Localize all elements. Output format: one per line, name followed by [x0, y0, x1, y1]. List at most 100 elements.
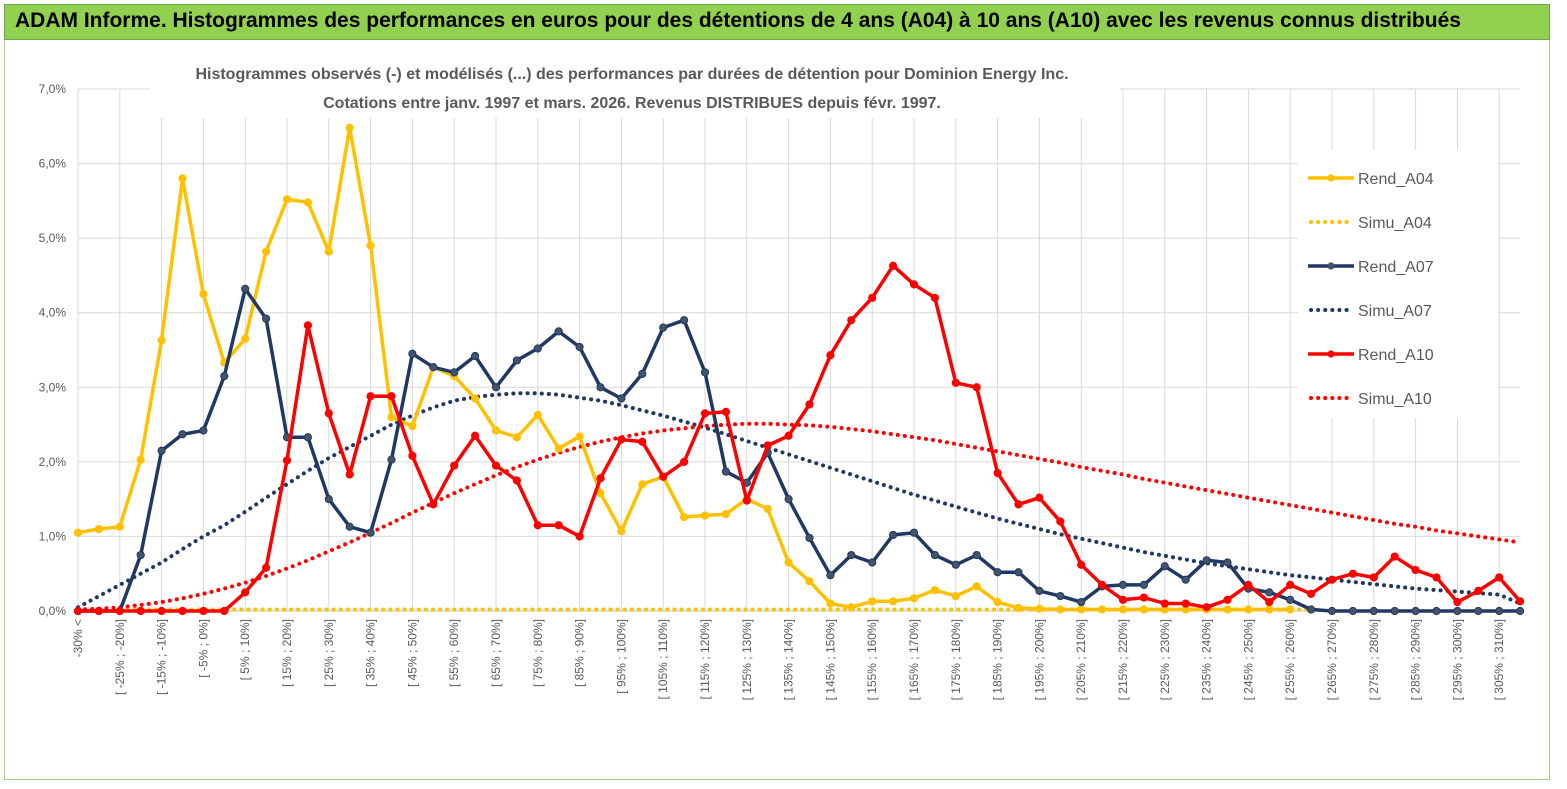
Rend_A04-point	[366, 241, 375, 250]
x-tick-label: [ 35% ; 40%]	[364, 619, 378, 687]
x-tick-label: [ 285% ; 290%]	[1409, 619, 1423, 700]
Rend_A10-point	[868, 293, 877, 302]
Rend_A04-point	[638, 480, 647, 489]
Rend_A07-point	[889, 530, 898, 540]
Rend_A10-point	[471, 431, 480, 440]
Rend_A04-point	[909, 594, 919, 603]
chart-grid	[77, 88, 1521, 612]
Rend_A07-point	[1223, 558, 1232, 567]
Rend_A10-point	[1369, 573, 1378, 582]
Simu_A10-line	[76, 421, 1523, 612]
Rend_A07-point	[178, 430, 187, 439]
Rend_A10-point	[1474, 586, 1483, 595]
Rend_A10-point	[1432, 573, 1441, 582]
chart-title-line-2: Cotations entre janv. 1997 et mars. 2026…	[323, 95, 941, 112]
Rend_A04-point	[721, 509, 731, 519]
Rend_A04-point	[993, 597, 1002, 607]
Rend_A07-point	[241, 284, 250, 293]
Rend_A10-point	[1014, 500, 1023, 509]
Rend_A07-point	[408, 349, 417, 358]
Rend_A10-point	[1348, 569, 1358, 578]
Rend_A04-point	[1035, 604, 1044, 613]
Rend_A10-point	[1035, 493, 1044, 502]
Rend_A10-point	[1202, 603, 1211, 612]
Rend_A10-point	[241, 588, 250, 597]
legend-label: Simu_A04	[1358, 215, 1432, 232]
Rend_A07-point	[1327, 606, 1337, 616]
Rend_A07-point	[220, 372, 229, 381]
Rend_A07-point	[1390, 606, 1399, 616]
Rend_A04-point	[1286, 605, 1295, 614]
Rend_A04-point	[408, 421, 417, 431]
Rend_A07-point	[1516, 606, 1525, 616]
Rend_A04-point	[241, 334, 250, 343]
series-Rend_A04	[73, 123, 1295, 614]
Rend_A07-point	[1265, 588, 1274, 597]
Rend_A04-point	[157, 336, 166, 345]
Rend_A07-point	[1307, 605, 1316, 614]
Rend_A10-point	[596, 474, 605, 483]
Rend_A07-point	[1056, 591, 1065, 601]
Rend_A10-point	[889, 261, 898, 270]
Rend_A10-point	[638, 437, 647, 446]
x-tick-label: [ 215% ; 220%]	[1116, 619, 1130, 700]
Rend_A04-point	[533, 410, 542, 419]
Rend_A10-point	[575, 532, 584, 541]
Rend_A10-point	[1244, 580, 1253, 590]
Rend_A07-point	[847, 550, 856, 560]
Rend_A04-point	[136, 455, 145, 464]
Rend_A10-point	[303, 321, 312, 330]
legend-item-Simu_A04: Simu_A04	[1309, 215, 1432, 232]
Rend_A07-point	[617, 394, 626, 403]
Rend_A07-point	[596, 383, 605, 392]
Rend_A10-point	[1495, 573, 1504, 582]
y-tick-label: 3,0%	[39, 380, 67, 394]
Rend_A10-point	[1265, 597, 1274, 607]
legend-item-Simu_A10: Simu_A10	[1309, 391, 1432, 408]
Rend_A07-point	[199, 426, 208, 435]
series-Rend_A10	[73, 261, 1525, 616]
Rend_A10-point	[1286, 580, 1295, 590]
x-tick-label: [ 225% ; 230%]	[1158, 619, 1172, 700]
Rend_A07-point	[1432, 606, 1441, 616]
Rend_A07-point	[1181, 575, 1190, 584]
Rend_A10-point	[680, 457, 689, 466]
Rend_A04-point	[471, 394, 480, 403]
Rend_A10-point	[491, 461, 501, 470]
Rend_A04-point	[345, 123, 354, 132]
Rend_A10-point	[1390, 552, 1399, 561]
Rend_A10-point	[784, 431, 793, 440]
x-tick-label: [ 65% ; 70%]	[489, 619, 503, 687]
Rend_A04-point	[617, 527, 626, 536]
Rend_A04-point	[1139, 605, 1149, 614]
Rend_A04-line	[77, 126, 1291, 612]
Simu_A07-line	[76, 391, 1523, 610]
header-banner: ADAM Informe. Histogrammes des performan…	[4, 4, 1550, 40]
Rend_A04-point	[930, 586, 940, 595]
x-tick-label: [ 245% ; 250%]	[1241, 619, 1255, 700]
x-tick-label: [ 15% ; 20%]	[280, 619, 294, 687]
Rend_A10-point	[1453, 597, 1462, 607]
Rend_A10-point	[909, 280, 919, 289]
Rend_A04-point	[512, 433, 522, 442]
Rend_A07-point	[700, 368, 710, 377]
Rend_A10-point	[1118, 595, 1128, 604]
x-tick-label: [ -15% ; -10%]	[155, 619, 169, 695]
Rend_A04-point	[554, 444, 563, 453]
x-tick-label: [ 265% ; 270%]	[1325, 619, 1339, 700]
Rend_A10-point	[220, 606, 229, 616]
Rend_A04-point	[868, 597, 877, 606]
Rend_A07-point	[1474, 606, 1483, 616]
legend: Rend_A04 Simu_A04 Rend_A07 Simu_A07 Rend_A10…	[1298, 150, 1498, 418]
Rend_A04-point	[324, 247, 333, 256]
Rend_A04-point	[387, 413, 396, 422]
Rend_A04-point	[847, 603, 856, 612]
Rend_A07-point	[1035, 586, 1044, 595]
Rend_A04-point	[951, 591, 960, 601]
Rend_A04-point	[680, 512, 689, 522]
x-tick-label: [ 45% ; 50%]	[405, 619, 419, 687]
Rend_A04-point	[178, 174, 187, 183]
Rend_A10-point	[345, 470, 354, 479]
Rend_A04-point	[1056, 605, 1065, 614]
